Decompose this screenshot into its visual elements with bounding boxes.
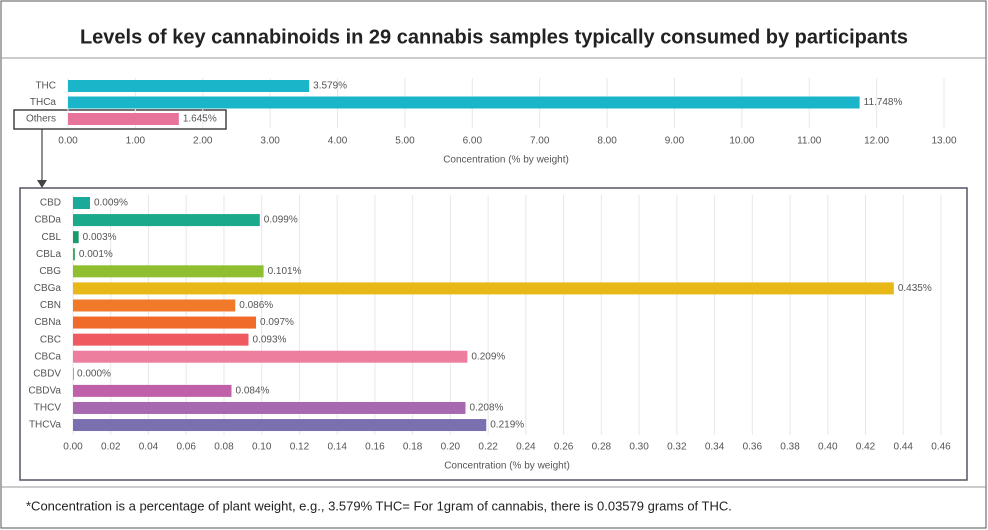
bar — [68, 96, 860, 109]
x-tick-label: 0.04 — [139, 442, 159, 453]
y-tick-label: THCV — [34, 403, 62, 414]
chart-title: Levels of key cannabinoids in 29 cannabi… — [80, 26, 908, 48]
y-tick-label: CBGa — [34, 283, 62, 294]
value-label: 0.097% — [260, 317, 294, 328]
bar — [68, 80, 310, 92]
value-label: 0.099% — [264, 215, 298, 226]
x-tick-label: 6.00 — [463, 136, 483, 147]
value-label: 0.101% — [268, 266, 302, 277]
detail-box — [19, 187, 968, 481]
x-tick-label: 0.12 — [290, 442, 310, 453]
x-tick-label: 3.00 — [260, 136, 280, 147]
value-label: 0.086% — [239, 300, 273, 311]
bar — [73, 282, 894, 295]
x-axis-label: Concentration (% by weight) — [444, 461, 570, 472]
y-tick-label: CBC — [40, 334, 61, 345]
x-tick-label: 0.14 — [327, 442, 347, 453]
bar — [73, 333, 249, 346]
x-axis-label: Concentration (% by weight) — [443, 155, 569, 166]
y-tick-label: CBDa — [34, 215, 61, 226]
x-tick-label: 0.32 — [667, 442, 687, 453]
bar — [73, 299, 236, 312]
y-tick-label: THCa — [30, 97, 57, 108]
value-label: 0.003% — [83, 232, 117, 243]
bar — [73, 197, 90, 209]
x-tick-label: 4.00 — [328, 136, 348, 147]
x-tick-label: 0.00 — [63, 442, 83, 453]
x-tick-label: 0.26 — [554, 442, 574, 453]
value-label: 0.000% — [77, 368, 111, 379]
y-tick-label: CBL — [42, 232, 62, 243]
bar — [73, 248, 75, 261]
x-tick-label: 0.24 — [516, 442, 536, 453]
bar — [73, 384, 232, 397]
x-tick-label: 0.28 — [592, 442, 612, 453]
x-tick-label: 0.30 — [629, 442, 649, 453]
bar — [73, 350, 468, 363]
bar — [73, 231, 79, 244]
value-label: 0.435% — [898, 283, 932, 294]
y-tick-label: CBNa — [34, 317, 61, 328]
x-tick-label: 0.36 — [743, 442, 763, 453]
x-tick-label: 8.00 — [597, 136, 617, 147]
y-tick-label: Others — [26, 114, 56, 125]
x-tick-label: 0.16 — [365, 442, 385, 453]
x-tick-label: 5.00 — [395, 136, 415, 147]
x-tick-label: 9.00 — [665, 136, 685, 147]
bar — [73, 316, 257, 329]
y-tick-label: CBDV — [33, 368, 61, 379]
value-label: 3.579% — [313, 81, 347, 92]
bar — [73, 214, 260, 227]
x-tick-label: 0.22 — [478, 442, 498, 453]
x-tick-label: 0.06 — [176, 442, 196, 453]
x-tick-label: 10.00 — [729, 136, 754, 147]
x-tick-label: 2.00 — [193, 136, 213, 147]
y-tick-label: CBLa — [36, 249, 61, 260]
highlight-box — [13, 109, 227, 130]
bar — [73, 419, 487, 432]
y-tick-label: THC — [35, 81, 56, 92]
y-tick-label: CBN — [40, 300, 61, 311]
x-tick-label: 7.00 — [530, 136, 550, 147]
x-tick-label: 0.10 — [252, 442, 272, 453]
x-tick-label: 0.00 — [58, 136, 78, 147]
bar — [68, 113, 179, 125]
value-label: 11.748% — [864, 97, 903, 108]
y-tick-label: CBDVa — [28, 386, 61, 397]
x-tick-label: 0.02 — [101, 442, 121, 453]
value-label: 0.093% — [252, 334, 286, 345]
bar — [73, 401, 466, 414]
x-tick-label: 0.08 — [214, 442, 234, 453]
value-label: 0.084% — [236, 386, 270, 397]
x-tick-label: 12.00 — [864, 136, 889, 147]
value-label: 0.209% — [471, 351, 505, 362]
x-tick-label: 0.34 — [705, 442, 725, 453]
value-label: 0.009% — [94, 198, 128, 209]
x-tick-label: 0.20 — [441, 442, 461, 453]
value-label: 1.645% — [183, 114, 217, 125]
footnote: *Concentration is a percentage of plant … — [26, 498, 732, 513]
x-tick-label: 0.46 — [931, 442, 951, 453]
x-tick-label: 0.18 — [403, 442, 423, 453]
x-tick-label: 0.40 — [818, 442, 838, 453]
arrowhead — [37, 180, 47, 188]
value-label: 0.219% — [490, 420, 524, 431]
x-tick-label: 1.00 — [126, 136, 146, 147]
value-label: 0.208% — [469, 403, 503, 414]
x-tick-label: 0.38 — [780, 442, 800, 453]
x-tick-label: 13.00 — [931, 136, 956, 147]
x-tick-label: 11.00 — [797, 136, 822, 147]
value-label: 0.001% — [79, 249, 113, 260]
y-tick-label: CBCa — [34, 351, 61, 362]
bar — [73, 367, 74, 380]
x-tick-label: 0.44 — [894, 442, 914, 453]
y-tick-label: CBG — [39, 266, 61, 277]
y-tick-label: THCVa — [29, 420, 61, 431]
y-tick-label: CBD — [40, 198, 61, 209]
x-tick-label: 0.42 — [856, 442, 876, 453]
bar — [73, 265, 264, 278]
